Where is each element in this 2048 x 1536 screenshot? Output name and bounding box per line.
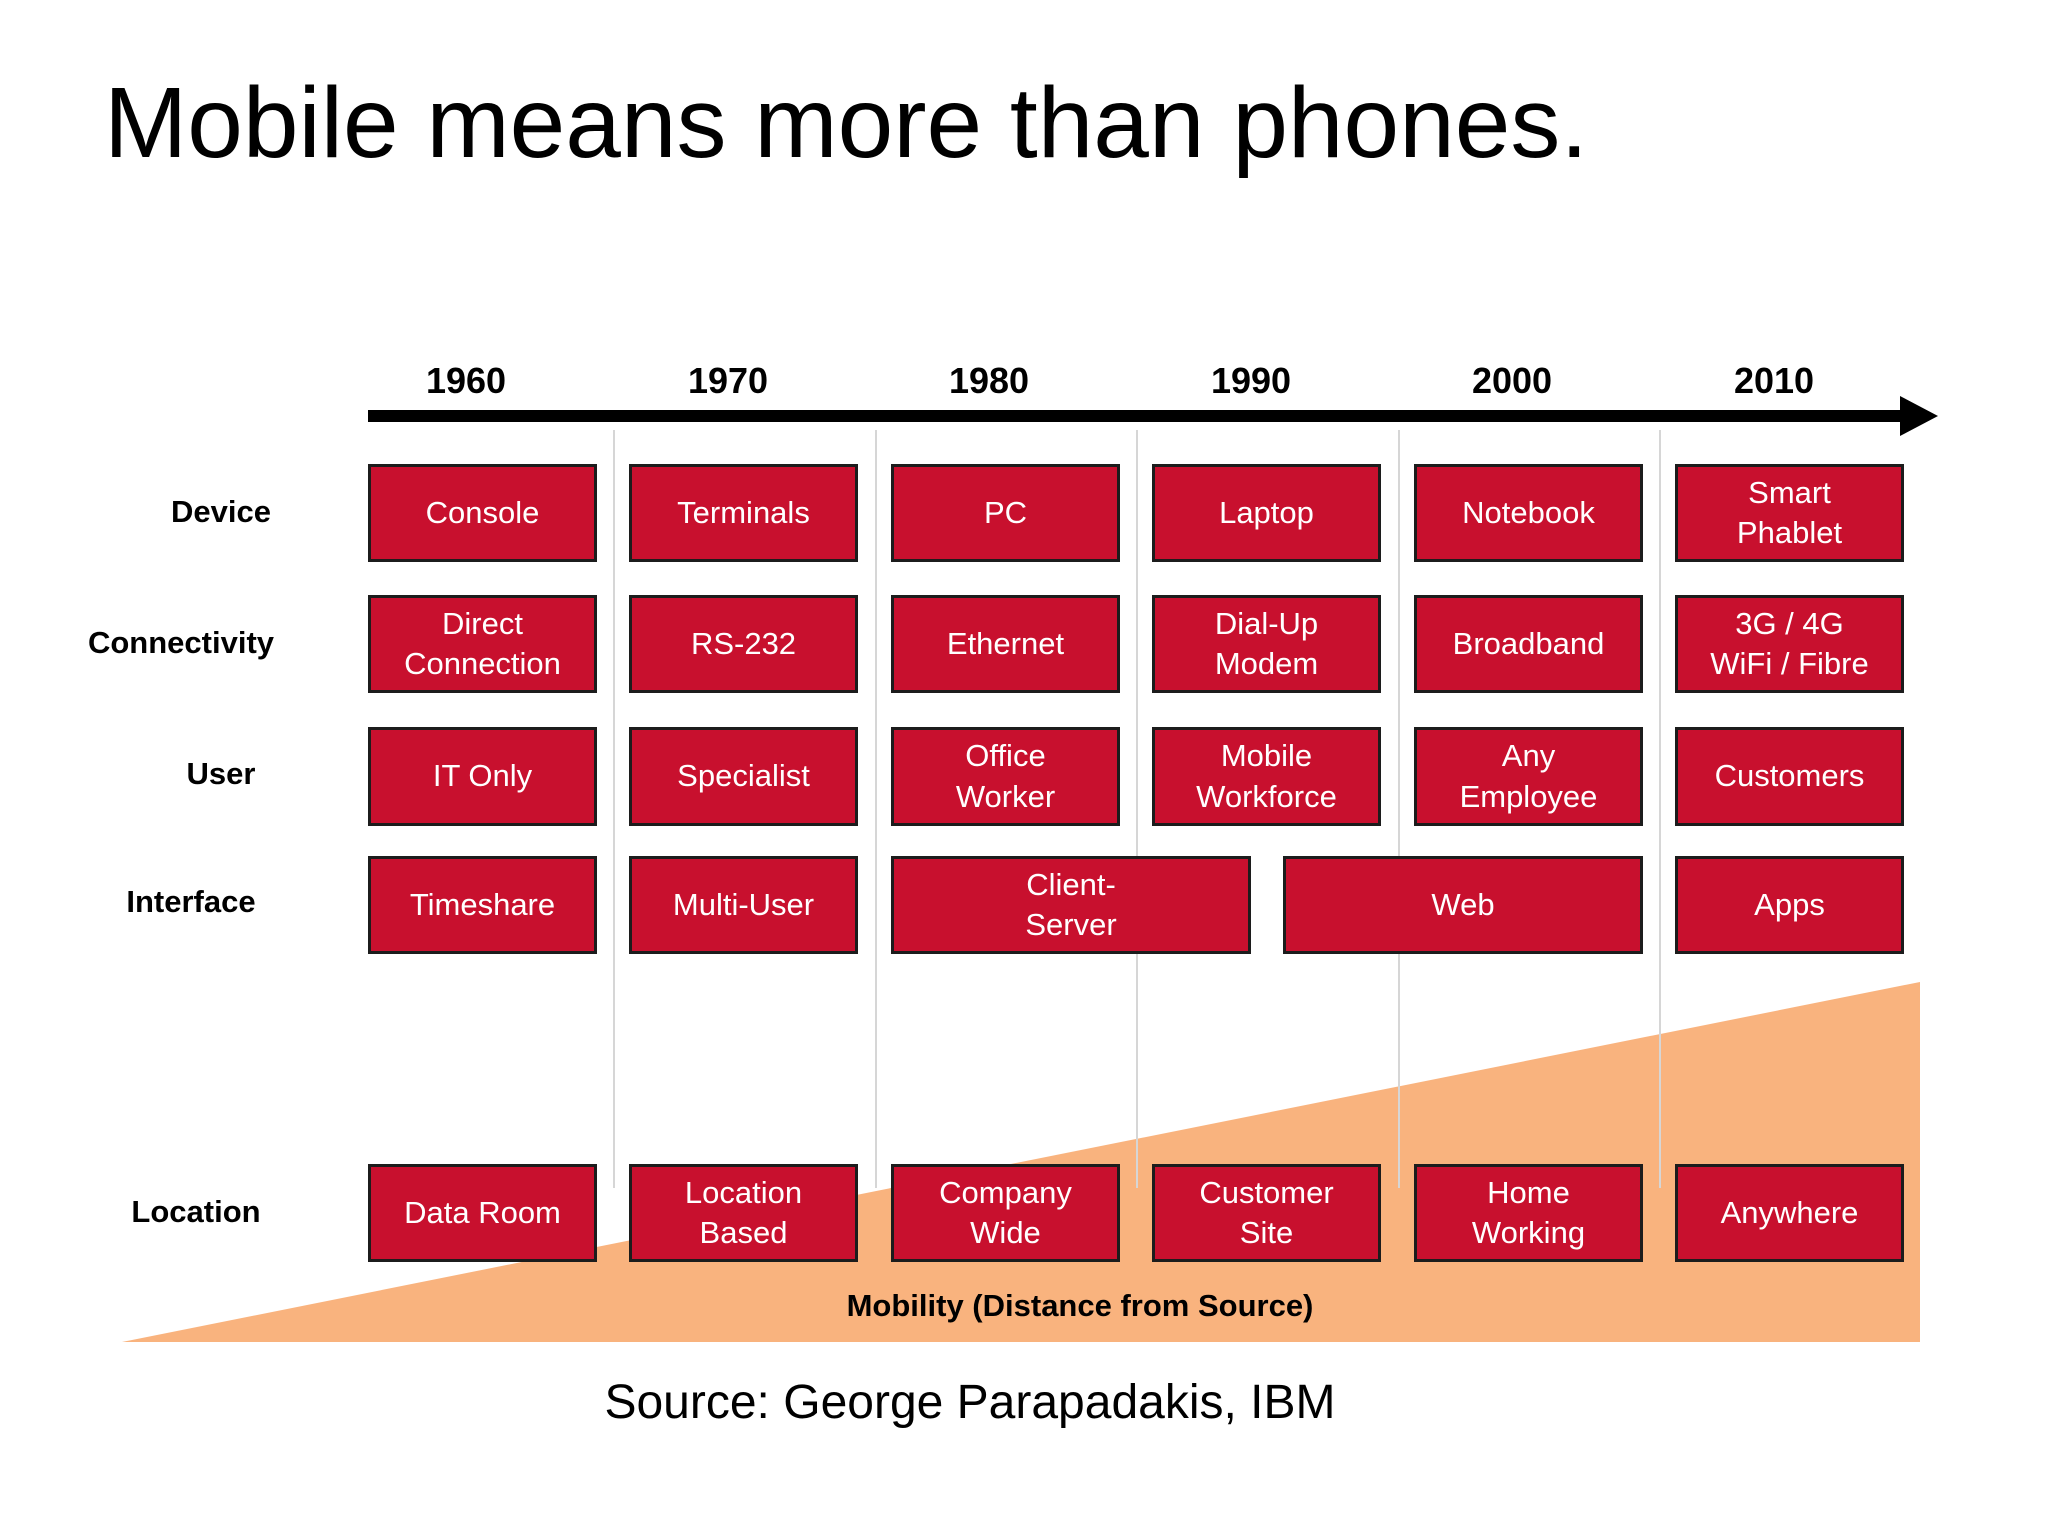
device-cell: Smart Phablet xyxy=(1675,464,1904,562)
row-label-connectivity: Connectivity xyxy=(87,625,275,660)
connectivity-cell: RS-232 xyxy=(629,595,858,693)
year-1990: 1990 xyxy=(1210,360,1292,401)
timeline-arrow-shaft xyxy=(368,410,1908,422)
connectivity-cell: Broadband xyxy=(1414,595,1643,693)
user-cell: Any Employee xyxy=(1414,727,1643,826)
device-cell: Notebook xyxy=(1414,464,1643,562)
user-cell: Mobile Workforce xyxy=(1152,727,1381,826)
device-cell: Terminals xyxy=(629,464,858,562)
location-cell: Home Working xyxy=(1414,1164,1643,1262)
divider-line xyxy=(1136,430,1138,1188)
location-cell: Customer Site xyxy=(1152,1164,1381,1262)
interface-cell: Web xyxy=(1283,856,1643,954)
year-1980: 1980 xyxy=(948,360,1030,401)
device-cell: Console xyxy=(368,464,597,562)
device-cell: PC xyxy=(891,464,1120,562)
connectivity-cell: 3G / 4G WiFi / Fibre xyxy=(1675,595,1904,693)
page-title: Mobile means more than phones. xyxy=(104,67,1589,179)
connectivity-cell: Dial-Up Modem xyxy=(1152,595,1381,693)
row-label-location: Location xyxy=(131,1194,261,1229)
location-cell: Data Room xyxy=(368,1164,597,1262)
interface-cell: Multi-User xyxy=(629,856,858,954)
device-cell: Laptop xyxy=(1152,464,1381,562)
timeline-arrow-head xyxy=(1900,396,1938,436)
year-1960: 1960 xyxy=(425,360,507,401)
connectivity-cell: Direct Connection xyxy=(368,595,597,693)
interface-cell: Timeshare xyxy=(368,856,597,954)
user-cell: Office Worker xyxy=(891,727,1120,826)
row-label-device: Device xyxy=(171,494,271,529)
user-cell: Specialist xyxy=(629,727,858,826)
row-label-user: User xyxy=(186,756,256,791)
row-label-interface: Interface xyxy=(126,884,256,919)
year-1970: 1970 xyxy=(687,360,769,401)
user-cell: IT Only xyxy=(368,727,597,826)
source-credit: Source: George Parapadakis, IBM xyxy=(604,1376,1336,1429)
divider-line xyxy=(875,430,877,1188)
location-cell: Location Based xyxy=(629,1164,858,1262)
divider-line xyxy=(613,430,615,1188)
divider-line xyxy=(1659,430,1661,1188)
interface-cell: Client- Server xyxy=(891,856,1251,954)
year-2000: 2000 xyxy=(1471,360,1553,401)
mobility-label: Mobility (Distance from Source) xyxy=(846,1288,1314,1323)
location-cell: Company Wide xyxy=(891,1164,1120,1262)
year-2010: 2010 xyxy=(1733,360,1815,401)
location-cell: Anywhere xyxy=(1675,1164,1904,1262)
divider-line xyxy=(1398,430,1400,1188)
user-cell: Customers xyxy=(1675,727,1904,826)
connectivity-cell: Ethernet xyxy=(891,595,1120,693)
interface-cell: Apps xyxy=(1675,856,1904,954)
